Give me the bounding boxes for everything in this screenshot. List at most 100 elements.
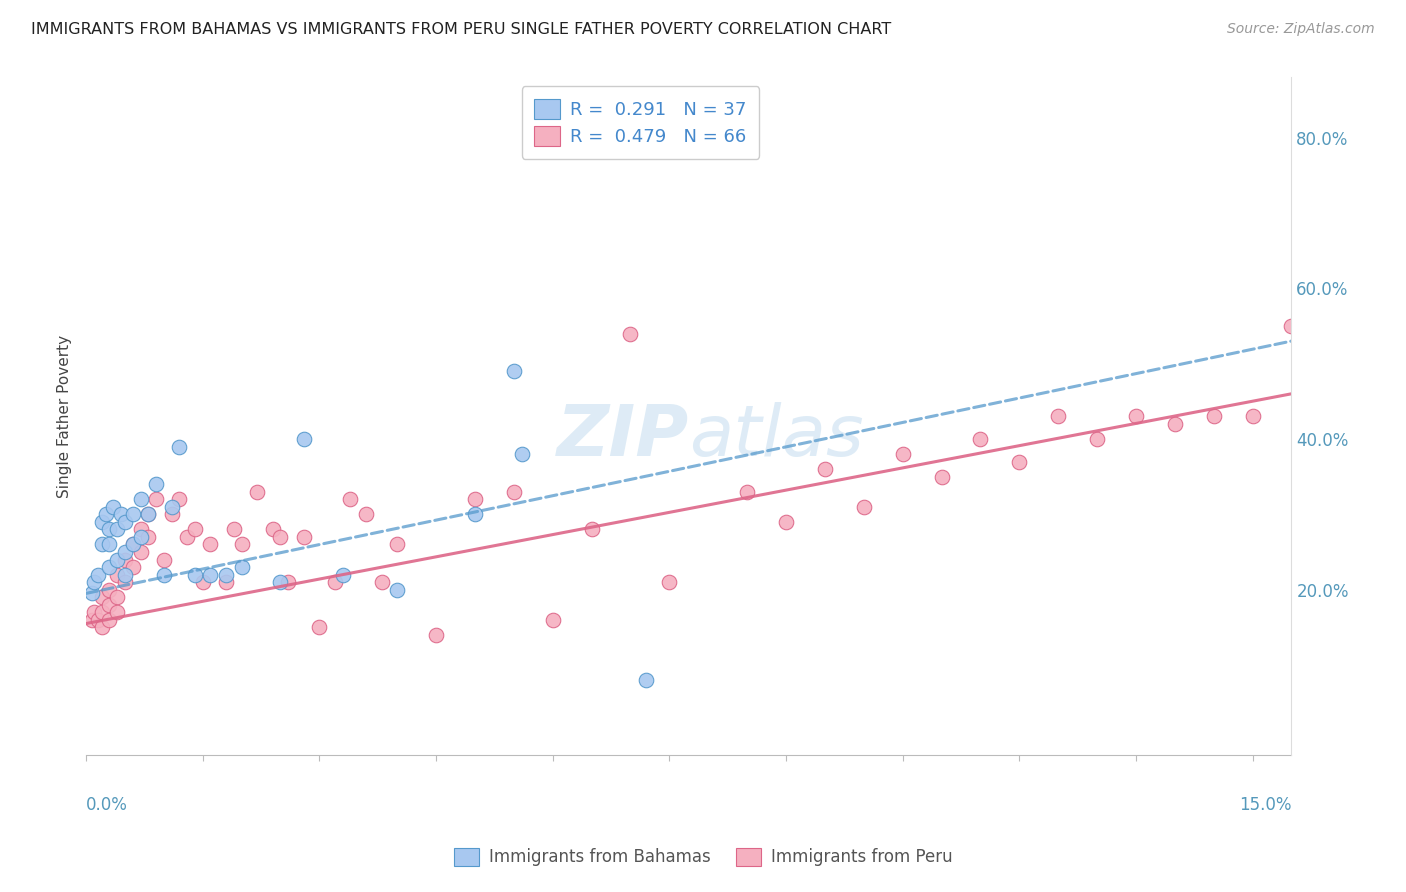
- Text: atlas: atlas: [689, 402, 863, 471]
- Point: [308, 620, 330, 634]
- Point: [110, 508, 132, 522]
- Point: [121, 537, 143, 551]
- Point: [98, 560, 121, 574]
- Point: [262, 522, 284, 536]
- Point: [1241, 409, 1264, 424]
- Point: [136, 530, 159, 544]
- Point: [1319, 372, 1341, 386]
- Point: [129, 545, 152, 559]
- Point: [1125, 409, 1147, 424]
- Point: [121, 560, 143, 574]
- Point: [98, 582, 121, 597]
- Point: [90, 605, 112, 619]
- Point: [105, 590, 128, 604]
- Point: [114, 515, 136, 529]
- Point: [1281, 318, 1303, 333]
- Point: [852, 500, 875, 514]
- Point: [1085, 432, 1108, 446]
- Point: [541, 613, 564, 627]
- Point: [775, 515, 797, 529]
- Point: [191, 575, 214, 590]
- Point: [425, 628, 447, 642]
- Point: [619, 326, 641, 341]
- Point: [121, 537, 143, 551]
- Point: [129, 492, 152, 507]
- Point: [184, 567, 207, 582]
- Point: [114, 567, 136, 582]
- Point: [332, 567, 354, 582]
- Point: [169, 492, 191, 507]
- Point: [129, 522, 152, 536]
- Point: [153, 552, 176, 566]
- Text: ZIP: ZIP: [557, 402, 689, 471]
- Point: [231, 560, 253, 574]
- Point: [200, 567, 222, 582]
- Point: [502, 484, 524, 499]
- Point: [105, 567, 128, 582]
- Point: [105, 522, 128, 536]
- Point: [735, 484, 758, 499]
- Point: [87, 613, 110, 627]
- Point: [83, 575, 105, 590]
- Point: [82, 586, 104, 600]
- Point: [105, 605, 128, 619]
- Point: [98, 522, 121, 536]
- Point: [153, 567, 176, 582]
- Point: [90, 590, 112, 604]
- Point: [82, 613, 104, 627]
- Point: [1047, 409, 1070, 424]
- Point: [292, 432, 315, 446]
- Point: [145, 492, 167, 507]
- Text: 0.0%: 0.0%: [86, 796, 128, 814]
- Point: [90, 620, 112, 634]
- Point: [222, 522, 245, 536]
- Point: [90, 515, 112, 529]
- Point: [121, 508, 143, 522]
- Point: [354, 508, 377, 522]
- Point: [98, 598, 121, 612]
- Legend: R =  0.291   N = 37, R =  0.479   N = 66: R = 0.291 N = 37, R = 0.479 N = 66: [522, 87, 759, 159]
- Point: [90, 537, 112, 551]
- Point: [464, 508, 486, 522]
- Point: [246, 484, 269, 499]
- Point: [269, 530, 291, 544]
- Point: [105, 552, 128, 566]
- Point: [184, 522, 207, 536]
- Point: [103, 500, 125, 514]
- Point: [658, 575, 681, 590]
- Point: [114, 575, 136, 590]
- Point: [145, 477, 167, 491]
- Point: [87, 567, 110, 582]
- Text: Source: ZipAtlas.com: Source: ZipAtlas.com: [1227, 22, 1375, 37]
- Point: [160, 500, 183, 514]
- Point: [323, 575, 346, 590]
- Legend: Immigrants from Bahamas, Immigrants from Peru: Immigrants from Bahamas, Immigrants from…: [446, 839, 960, 875]
- Point: [370, 575, 392, 590]
- Point: [114, 545, 136, 559]
- Y-axis label: Single Father Poverty: Single Father Poverty: [58, 334, 72, 498]
- Point: [510, 447, 533, 461]
- Point: [931, 469, 953, 483]
- Point: [581, 522, 603, 536]
- Point: [292, 530, 315, 544]
- Point: [129, 530, 152, 544]
- Point: [502, 364, 524, 378]
- Point: [1164, 417, 1187, 431]
- Point: [339, 492, 361, 507]
- Point: [1008, 454, 1031, 468]
- Text: 15.0%: 15.0%: [1239, 796, 1292, 814]
- Text: IMMIGRANTS FROM BAHAMAS VS IMMIGRANTS FROM PERU SINGLE FATHER POVERTY CORRELATIO: IMMIGRANTS FROM BAHAMAS VS IMMIGRANTS FR…: [31, 22, 891, 37]
- Point: [634, 673, 657, 687]
- Point: [215, 575, 238, 590]
- Point: [277, 575, 299, 590]
- Point: [891, 447, 914, 461]
- Point: [969, 432, 991, 446]
- Point: [176, 530, 198, 544]
- Point: [160, 508, 183, 522]
- Point: [200, 537, 222, 551]
- Point: [98, 613, 121, 627]
- Point: [1358, 244, 1381, 258]
- Point: [136, 508, 159, 522]
- Point: [464, 492, 486, 507]
- Point: [269, 575, 291, 590]
